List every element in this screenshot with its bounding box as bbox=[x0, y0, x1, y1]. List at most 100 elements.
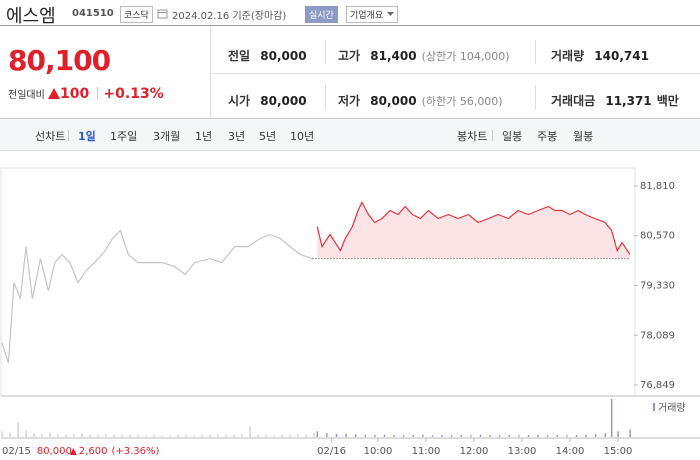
volume-bar bbox=[393, 435, 395, 437]
volume-bar bbox=[403, 435, 405, 437]
footer-rate: (+3.36%) bbox=[111, 446, 159, 457]
volume-bar bbox=[585, 434, 587, 437]
period-tab[interactable]: 1일 bbox=[78, 130, 96, 143]
divider bbox=[0, 25, 700, 26]
volume-bar bbox=[145, 435, 147, 437]
candle-tab[interactable]: 주봉 bbox=[537, 130, 558, 143]
x-tick-label: 13:00 bbox=[508, 446, 537, 457]
price-chart: 81,810 80,570 79,330 78,089 76,849 02/16 10:00… bbox=[0, 167, 700, 457]
volume-bar bbox=[595, 433, 597, 437]
volume-bar bbox=[273, 435, 275, 437]
divider bbox=[210, 26, 211, 118]
stat-amount: 거래대금 11,371 백만 bbox=[551, 90, 679, 109]
volume-bar bbox=[57, 434, 59, 437]
x-tick-label: 14:00 bbox=[556, 446, 585, 457]
volume-bar bbox=[556, 435, 558, 437]
tab-separator bbox=[68, 130, 69, 141]
realtime-button[interactable]: 실시간 bbox=[305, 6, 338, 23]
x-tick-label: 15:00 bbox=[604, 446, 633, 457]
volume-bar bbox=[499, 435, 501, 437]
footer-change: 2,600 (+3.36%) bbox=[79, 446, 160, 457]
volume-bar bbox=[508, 435, 510, 437]
period-tab[interactable]: 1년 bbox=[195, 130, 213, 143]
volume-bar bbox=[193, 435, 195, 437]
volume-bar bbox=[364, 434, 366, 437]
x-tick-label: 10:00 bbox=[364, 446, 393, 457]
x-tick-label: 11:00 bbox=[412, 446, 441, 457]
change-rate: +0.13% bbox=[103, 86, 164, 102]
area-fill bbox=[317, 202, 630, 259]
volume-bar bbox=[547, 435, 549, 437]
volume-bar bbox=[316, 431, 318, 437]
volume-bar bbox=[412, 435, 414, 437]
footer: 02/15 80,000 bbox=[2, 446, 72, 457]
overview-button[interactable]: 기업개요 bbox=[346, 6, 399, 23]
volume-bar bbox=[233, 434, 235, 437]
volume-bar bbox=[9, 432, 11, 437]
period-tab[interactable]: 3년 bbox=[228, 130, 246, 143]
period-tabs: 선차트 1일 1주일 3개월 1년 3년 5년 10년 봉차트 일봉 주봉 월봉 bbox=[0, 118, 700, 151]
volume-bar bbox=[185, 435, 187, 437]
candle-tab[interactable]: 일봉 bbox=[502, 130, 523, 143]
volume-bar bbox=[611, 399, 613, 437]
volume-bar bbox=[566, 435, 568, 437]
volume-bar bbox=[217, 434, 219, 437]
volume-bar bbox=[73, 433, 75, 437]
volume-bar bbox=[65, 434, 67, 437]
volume-bar bbox=[121, 435, 123, 437]
volume-bar bbox=[383, 434, 386, 437]
volume-bar bbox=[113, 434, 115, 437]
volume-bar bbox=[201, 435, 203, 437]
volume-bar bbox=[335, 433, 338, 437]
period-tab[interactable]: 1주일 bbox=[110, 130, 138, 143]
y-tick-label: 76,849 bbox=[640, 380, 675, 391]
stat-value: 80,000 bbox=[370, 94, 417, 108]
volume-bar bbox=[617, 431, 619, 437]
change-row: 전일대비 100 +0.13% bbox=[8, 86, 164, 102]
stat-high: 고가 81,400 (상한가 104,000) bbox=[338, 45, 510, 64]
divider bbox=[211, 73, 700, 74]
dropdown-caret bbox=[387, 12, 395, 16]
stat-note: (상한가 104,000) bbox=[421, 50, 510, 63]
x-tick-label: 02/16 bbox=[317, 446, 346, 457]
stat-value: 11,371 bbox=[605, 94, 652, 108]
basis: 기준(장마감) bbox=[232, 11, 287, 22]
stat-low: 저가 80,000 (하한가 56,000) bbox=[338, 90, 503, 109]
volume-bar bbox=[629, 429, 631, 437]
period-tab[interactable]: 3개월 bbox=[153, 130, 181, 143]
volume-bar bbox=[345, 433, 347, 437]
footer-date: 02/15 bbox=[2, 446, 31, 457]
volume-bar bbox=[41, 433, 43, 437]
stat-value: 81,400 bbox=[370, 49, 417, 63]
volume-bar bbox=[305, 434, 307, 437]
stat-label: 거래대금 bbox=[551, 94, 596, 108]
volume-bar bbox=[97, 435, 99, 437]
overview-label: 기업개요 bbox=[350, 11, 384, 21]
stat-value: 80,000 bbox=[260, 49, 307, 63]
volume-bar bbox=[431, 435, 434, 437]
stat-note: (하한가 56,000) bbox=[421, 95, 503, 108]
date: 2024.02.16 bbox=[172, 11, 230, 22]
period-tab[interactable]: 10년 bbox=[290, 130, 315, 143]
volume-legend-swatch bbox=[653, 403, 655, 411]
volume-bar bbox=[265, 435, 267, 437]
volume-bar bbox=[129, 434, 131, 437]
stat-unit: 백만 bbox=[656, 94, 679, 108]
stat-label: 저가 bbox=[338, 94, 361, 108]
volume-bar bbox=[249, 426, 251, 437]
candle-tab[interactable]: 월봉 bbox=[573, 130, 594, 143]
period-tab[interactable]: 5년 bbox=[259, 130, 277, 143]
tab-group-label: 선차트 bbox=[35, 130, 66, 143]
price-line bbox=[316, 201, 631, 255]
volume-bar bbox=[25, 430, 27, 437]
y-tick-label: 79,330 bbox=[640, 280, 675, 291]
stat-value: 80,000 bbox=[260, 94, 307, 108]
stat-volume: 거래량 140,741 bbox=[551, 45, 649, 64]
volume-bar bbox=[441, 435, 443, 437]
volume-bar bbox=[161, 435, 163, 437]
volume-bar bbox=[297, 433, 299, 437]
volume-bar bbox=[177, 434, 179, 437]
basis-date: 2024.02.16 기준(장마감) bbox=[172, 7, 286, 22]
volume-bar bbox=[313, 432, 315, 437]
